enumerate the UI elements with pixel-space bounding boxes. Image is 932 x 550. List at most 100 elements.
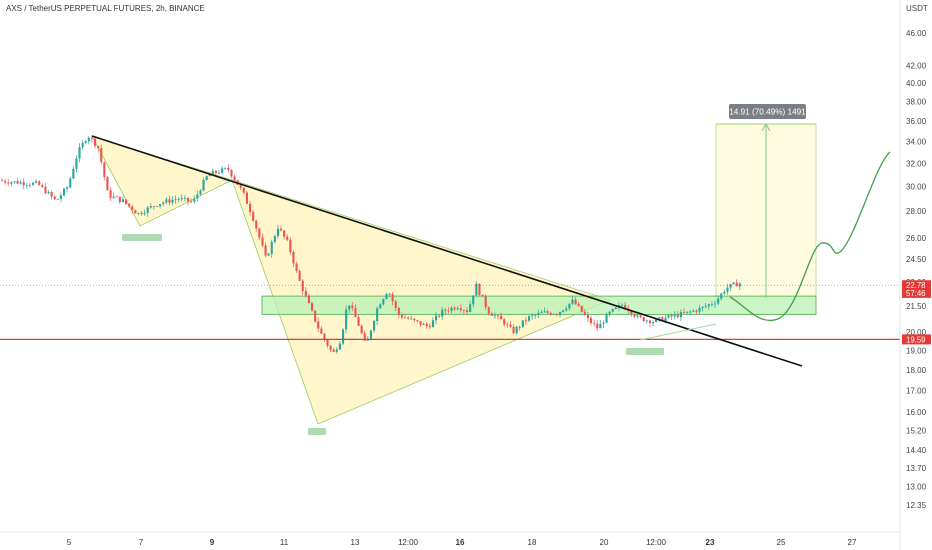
candle [280, 225, 283, 232]
candle [481, 294, 484, 297]
candle [13, 180, 16, 185]
candle [94, 137, 97, 149]
price-tick-label: 13.70 [906, 464, 927, 473]
candle [90, 136, 93, 143]
candle [128, 203, 131, 208]
candle [487, 306, 490, 316]
svg-text:57:46: 57:46 [906, 289, 926, 298]
candle [19, 180, 22, 185]
candle [695, 309, 698, 315]
candle [44, 182, 47, 195]
time-tick-label: 27 [848, 538, 857, 547]
candle [72, 165, 75, 180]
background-layer [0, 123, 900, 425]
candle [16, 178, 19, 185]
candle [177, 197, 180, 203]
candle [10, 180, 13, 187]
candle [512, 324, 515, 335]
candle [342, 328, 345, 346]
candle [614, 306, 617, 310]
candle [1, 178, 4, 182]
candle [267, 252, 270, 257]
candle [710, 301, 713, 307]
candle [255, 219, 258, 232]
time-tick-label: 5 [67, 538, 72, 547]
candle [490, 311, 493, 316]
time-tick-label: 11 [280, 538, 289, 547]
candle [230, 169, 233, 179]
candle [478, 283, 481, 297]
candle [276, 224, 279, 239]
candle [25, 183, 28, 190]
price-tick-label: 14.40 [906, 446, 927, 455]
candle [596, 320, 599, 332]
candle [4, 179, 7, 185]
time-tick-label: 23 [706, 538, 715, 547]
candle [84, 139, 87, 145]
price-tick-label: 28.00 [906, 207, 927, 216]
time-tick-label: 9 [210, 538, 215, 547]
candle [320, 326, 323, 334]
svg-text:19.59: 19.59 [906, 335, 926, 344]
candle [515, 325, 518, 335]
candle [292, 250, 295, 268]
price-tick-label: 32.00 [906, 159, 927, 168]
descending-trendline [91, 135, 803, 367]
candle [146, 206, 149, 217]
candle [636, 313, 639, 319]
candle [286, 234, 289, 242]
time-tick-label: 12:00 [398, 538, 419, 547]
measure-arrowhead [761, 122, 771, 132]
candle [289, 237, 292, 255]
candle [307, 293, 310, 304]
candle [404, 313, 407, 319]
candle [521, 320, 524, 329]
candle [599, 319, 602, 329]
candle [180, 194, 183, 202]
candle [462, 309, 465, 315]
candle [56, 198, 59, 200]
candle [701, 306, 704, 312]
price-tick-label: 15.20 [906, 426, 927, 435]
candle [549, 311, 552, 316]
price-tick-label: 21.50 [906, 302, 927, 311]
candle [53, 195, 56, 201]
candle [543, 307, 546, 313]
candle [552, 313, 555, 316]
time-tick-label: 7 [139, 538, 144, 547]
candle [196, 190, 199, 202]
candle [357, 314, 360, 327]
candle [252, 209, 255, 222]
candle [59, 192, 62, 202]
candle [81, 140, 84, 150]
candle [63, 187, 66, 198]
price-badge: 19.59 [902, 334, 931, 345]
candle [38, 180, 41, 186]
candle [298, 269, 301, 282]
candle [546, 309, 549, 315]
price-tick-label: 26.00 [906, 234, 927, 243]
rising-support-line [639, 323, 717, 341]
candle [115, 195, 118, 198]
candle [199, 188, 202, 197]
candle [338, 341, 341, 350]
price-tick-label: 36.00 [906, 117, 927, 126]
candle [152, 205, 155, 211]
candle [568, 303, 571, 311]
candle [686, 311, 689, 315]
candle [673, 311, 676, 320]
candle [493, 312, 496, 319]
candle [509, 320, 512, 328]
candle [608, 310, 611, 317]
time-tick-label: 13 [351, 538, 360, 547]
candle [221, 165, 224, 175]
candle [456, 306, 459, 311]
price-tick-label: 42.00 [906, 62, 927, 71]
svg-text:22.78: 22.78 [906, 281, 926, 290]
candle [103, 161, 106, 181]
price-tick-label: 34.00 [906, 138, 927, 147]
candle [121, 195, 124, 203]
candle [652, 320, 655, 327]
candle [78, 143, 81, 163]
